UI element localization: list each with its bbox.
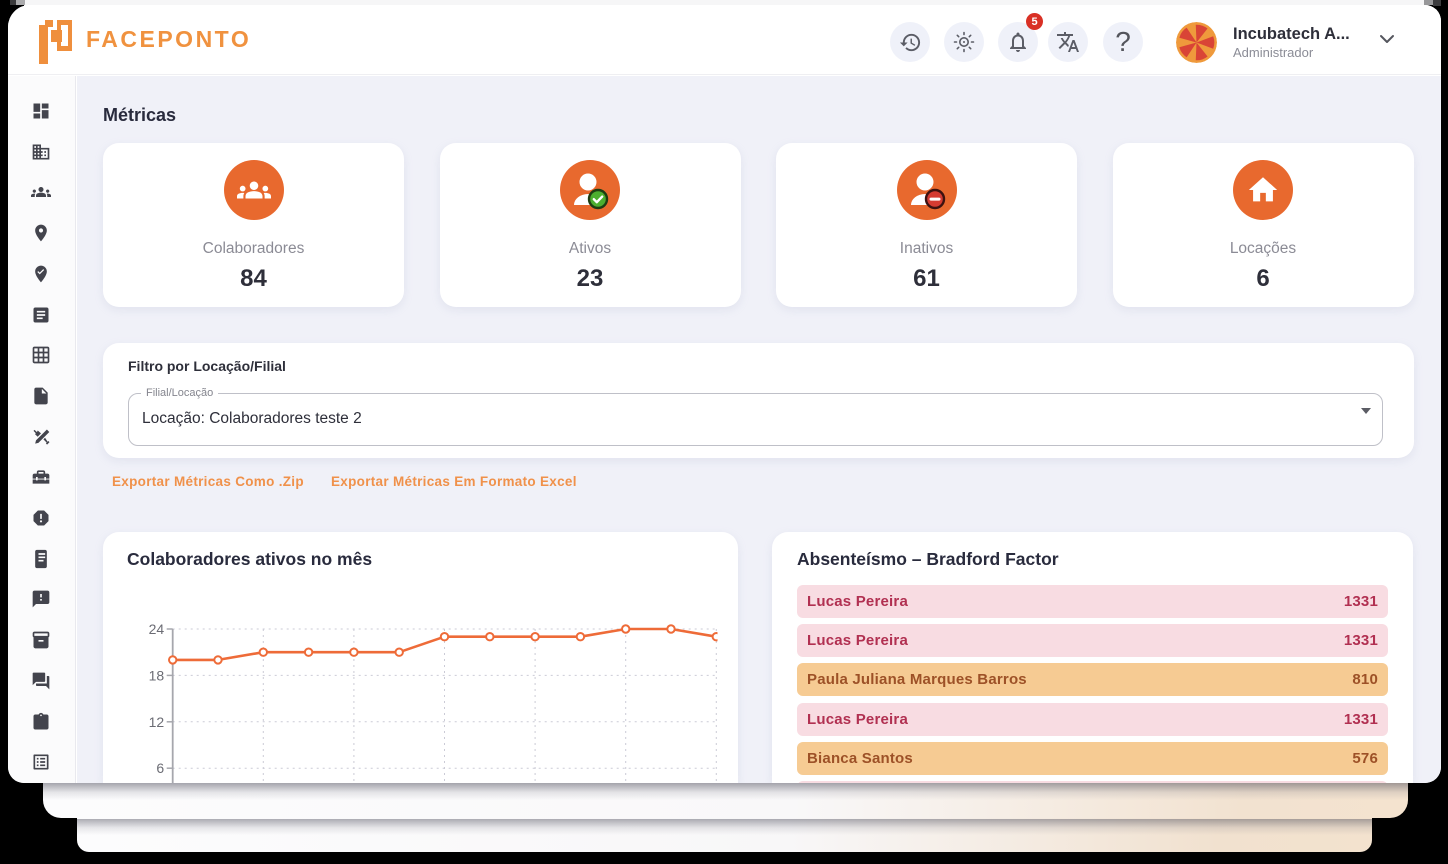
svg-text:12: 12 (149, 714, 165, 730)
svg-text:24: 24 (149, 621, 165, 637)
svg-text:18: 18 (149, 667, 165, 683)
svg-text:6: 6 (156, 760, 164, 776)
